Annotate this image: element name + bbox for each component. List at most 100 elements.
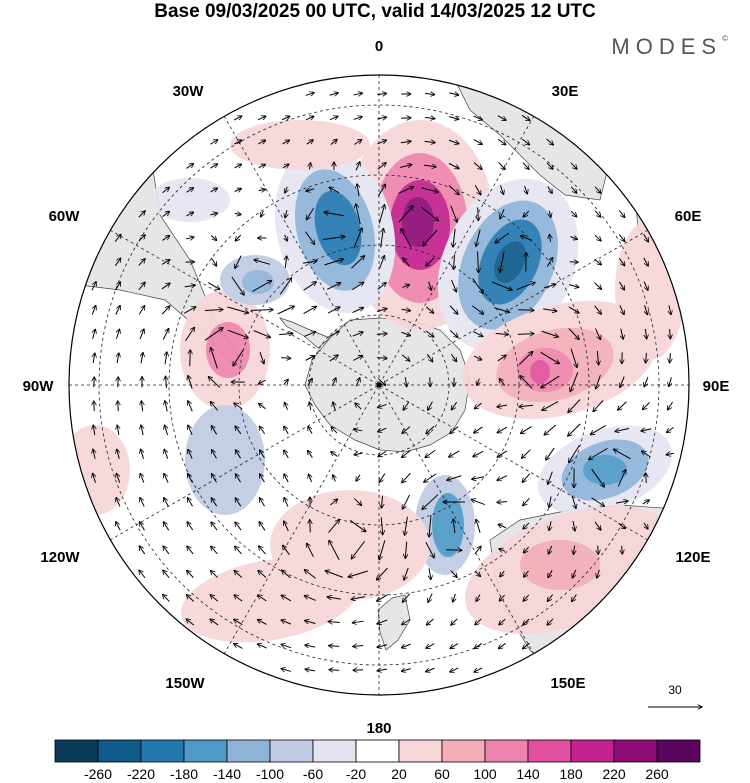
colorbar-tick-label: -60 bbox=[303, 766, 323, 782]
wind-vector bbox=[449, 450, 460, 457]
wind-vector bbox=[376, 358, 387, 359]
colorbar-tick-label: -220 bbox=[127, 766, 155, 782]
anomaly-pos-75e-core bbox=[530, 360, 550, 384]
wind-vector bbox=[570, 348, 577, 368]
wind-vector bbox=[331, 452, 338, 457]
wind-vector bbox=[117, 425, 119, 436]
wind-vector bbox=[161, 260, 170, 265]
wind-vector bbox=[210, 188, 218, 192]
anomaly-neg-120w bbox=[185, 405, 265, 515]
wind-vector bbox=[234, 619, 243, 626]
wind-vector bbox=[401, 669, 411, 672]
wind-vector bbox=[94, 401, 95, 412]
wind-vector bbox=[259, 498, 266, 507]
wind-vector bbox=[401, 643, 411, 648]
wind-vector bbox=[491, 281, 512, 290]
wind-vector bbox=[405, 516, 408, 536]
south-pole-marker bbox=[376, 382, 382, 388]
wind-vector bbox=[355, 378, 360, 387]
wind-vector bbox=[257, 116, 266, 120]
wind-vector bbox=[451, 279, 457, 292]
colorbar-swatch bbox=[355, 739, 400, 763]
wind-vector bbox=[618, 401, 627, 410]
lon-label-0: 0 bbox=[375, 38, 383, 55]
wind-vector bbox=[570, 237, 577, 240]
wind-vector bbox=[402, 618, 411, 625]
wind-vector bbox=[645, 305, 648, 314]
wind-vector bbox=[378, 205, 384, 224]
wind-vector bbox=[308, 474, 311, 483]
wind-vector bbox=[541, 330, 559, 337]
wind-vector bbox=[260, 474, 265, 483]
wind-vector bbox=[476, 594, 480, 602]
wind-vector bbox=[377, 594, 388, 602]
wind-vector bbox=[402, 285, 409, 288]
wind-vector bbox=[163, 570, 170, 579]
wind-vector bbox=[116, 497, 121, 507]
wind-vector bbox=[516, 282, 535, 291]
wind-vector bbox=[93, 473, 96, 483]
wind-vector bbox=[570, 186, 577, 193]
wind-vector bbox=[309, 402, 310, 411]
wind-vector bbox=[448, 184, 459, 194]
wind-vector bbox=[448, 162, 459, 168]
wind-vector bbox=[429, 568, 431, 579]
wind-vector bbox=[570, 162, 577, 169]
wind-vector bbox=[521, 115, 530, 120]
wind-vector bbox=[425, 93, 435, 94]
wind-vector bbox=[307, 543, 314, 558]
wind-vector bbox=[378, 404, 387, 407]
wind-vector bbox=[402, 426, 411, 434]
wind-vector bbox=[231, 276, 244, 295]
wind-vector bbox=[282, 570, 291, 579]
wind-vector bbox=[93, 425, 94, 435]
wind-vector bbox=[472, 331, 483, 336]
wind-vector bbox=[235, 234, 242, 241]
wind-vector bbox=[450, 667, 459, 672]
wind-vector bbox=[282, 140, 290, 144]
wind-vector bbox=[258, 164, 266, 167]
wind-vector bbox=[519, 405, 534, 407]
wind-vector bbox=[473, 450, 484, 456]
wind-vector bbox=[327, 597, 341, 599]
wind-vector bbox=[329, 670, 340, 671]
wind-vector bbox=[283, 379, 288, 385]
wind-vector bbox=[138, 235, 146, 242]
wind-vector bbox=[402, 450, 411, 457]
wind-vector bbox=[376, 334, 387, 335]
wind-vector bbox=[517, 310, 534, 311]
wind-vector bbox=[500, 251, 505, 273]
wind-vector bbox=[499, 379, 506, 386]
wind-vector bbox=[522, 473, 531, 483]
wind-vector bbox=[523, 618, 530, 625]
wind-vector bbox=[305, 93, 314, 96]
wind-vector bbox=[475, 571, 480, 577]
wind-vector bbox=[499, 594, 506, 601]
wind-vector bbox=[141, 425, 143, 436]
wind-vector bbox=[324, 212, 345, 217]
wind-vector bbox=[234, 571, 243, 578]
colorbar-swatch bbox=[570, 739, 615, 763]
wind-vector bbox=[517, 334, 534, 335]
wind-vector bbox=[211, 522, 218, 531]
wind-vector bbox=[426, 668, 435, 672]
wind-vectors bbox=[92, 93, 675, 673]
wind-vector bbox=[451, 618, 458, 625]
wind-vector bbox=[281, 358, 291, 359]
wind-vector bbox=[594, 210, 601, 217]
wind-vector bbox=[618, 234, 624, 241]
wind-vector bbox=[447, 475, 462, 480]
wind-vector bbox=[450, 426, 459, 434]
wind-vector bbox=[186, 188, 193, 193]
wind-vector bbox=[140, 498, 145, 507]
wind-vector bbox=[349, 519, 366, 531]
wind-vector bbox=[354, 140, 361, 145]
wind-vector bbox=[210, 140, 217, 145]
lon-label-120e: 120E bbox=[675, 549, 710, 566]
wind-vector bbox=[615, 428, 630, 432]
wind-vector bbox=[234, 164, 241, 168]
wind-vector bbox=[645, 328, 646, 339]
wind-vector bbox=[233, 349, 244, 366]
wind-vector bbox=[259, 352, 264, 364]
